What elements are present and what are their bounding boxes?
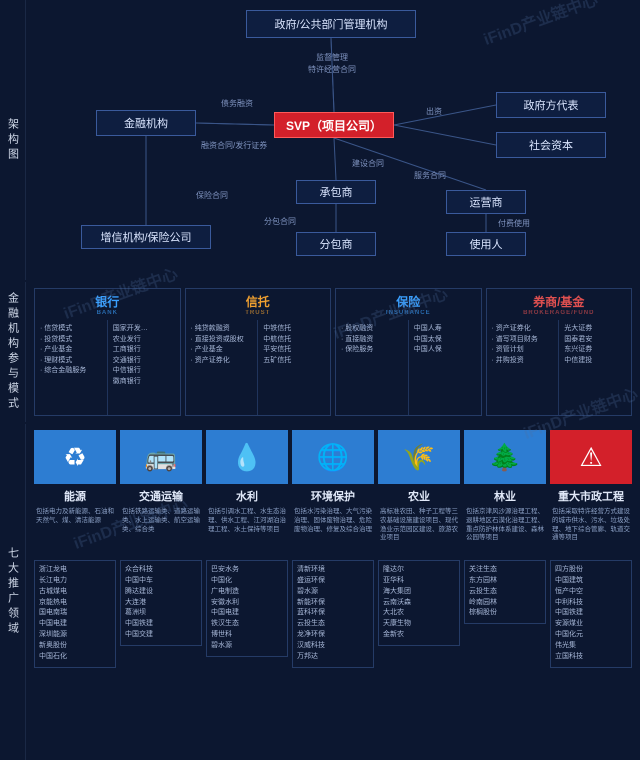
domain-list: 浙江龙电长江电力古城煤电京能热电国电南瑞中国电建深圳能源新奥股份中国石化 [34, 560, 116, 668]
edge-label: 付费使用 [498, 218, 530, 229]
domain-desc: 包括京津风沙源治理工程、退耕地区石漠化治理工程、重点防护林体系建设、森林公园等项… [464, 508, 546, 556]
dom-col-6: ⚠ 重大市政工程包括采取特许经营方式建设的城市供水、污水、垃圾处理、地下综合管廊、… [550, 430, 632, 668]
domain-icon: 🌾 [378, 430, 460, 484]
side-label-fin: 金融机构参与模式 [0, 282, 26, 422]
node-operator: 运营商 [446, 190, 526, 214]
node-contractor: 承包商 [296, 180, 376, 204]
dom-col-3: 🌐 环境保护包括水污染治理、大气污染治理、固体废物治理、危险废物治理、修复及综合治… [292, 430, 374, 668]
domain-icon: ⚠ [550, 430, 632, 484]
dom-col-1: 🚌 交通运输包括铁路运输类、道路运输类、水上运输类、航空运输类、综合类众合科技中国… [120, 430, 202, 668]
domain-title: 环境保护 [292, 488, 374, 504]
node-sub: 分包商 [296, 232, 376, 256]
dom-col-4: 🌾 农业高标准农田、种子工程等三农基础设施建设项目、现代渔业示范园区建设、旅游农业… [378, 430, 460, 668]
domain-title: 农业 [378, 488, 460, 504]
section-domains: 七大推广领域 ♻ 能源包括电力及新能源、石油和天然气、煤、清洁能源浙江龙电长江电力… [0, 424, 640, 760]
domain-title: 林业 [464, 488, 546, 504]
side-label-arch: 架构图 [0, 0, 26, 280]
edge-label: 保险合同 [196, 190, 228, 201]
fin-head: 银行BANK [35, 289, 180, 320]
domain-icon: 🌲 [464, 430, 546, 484]
fin-col-1: 信托TRUST· 纯贷款融资· 直接投资或股权· 产业基金· 资产证券化中铁信托… [185, 288, 332, 416]
side-label-dom: 七大推广领域 [0, 424, 26, 760]
node-svp: SVP（项目公司） [274, 112, 394, 138]
domain-icon: ♻ [34, 430, 116, 484]
edge-label: 建设合同 [352, 158, 384, 169]
fin-col-3: 券商/基金BROKERAGE/FUND· 资产证券化· 谱写项目财务· 资管计划… [486, 288, 633, 416]
domain-desc: 高标准农田、种子工程等三农基础设施建设项目、现代渔业示范园区建设、旅游农业项目 [378, 508, 460, 556]
domain-title: 能源 [34, 488, 116, 504]
edge-label: 分包合同 [264, 216, 296, 227]
dom-col-0: ♻ 能源包括电力及新能源、石油和天然气、煤、清洁能源浙江龙电长江电力古城煤电京能热… [34, 430, 116, 668]
domain-icon: 💧 [206, 430, 288, 484]
domain-icon: 🚌 [120, 430, 202, 484]
domain-desc: 包括引调水工程、水生态治理、供水工程、江河湖泊治理工程、水土保持等项目 [206, 508, 288, 556]
section-architecture: 架构图 政府/公共部门管理机构金融机构 SVP（项目公司） 政府方代表社会资本承包商… [0, 0, 640, 282]
domain-list: 清新环境盛运环保碧水源新能环保蓝科环保云投生态龙净环保汉威科技万邦达 [292, 560, 374, 668]
edge-label: 特许经营合同 [308, 64, 356, 75]
domain-grid: ♻ 能源包括电力及新能源、石油和天然气、煤、清洁能源浙江龙电长江电力古城煤电京能热… [34, 430, 632, 668]
domain-title: 重大市政工程 [550, 488, 632, 504]
domain-desc: 包括铁路运输类、道路运输类、水上运输类、航空运输类、综合类 [120, 508, 202, 556]
fin-col-0: 银行BANK· 信贷模式· 投贷模式· 产业基金· 理财模式· 综合金融服务国家… [34, 288, 181, 416]
dom-col-5: 🌲 林业包括京津风沙源治理工程、退耕地区石漠化治理工程、重点防护林体系建设、森林公… [464, 430, 546, 668]
domain-list: 隆达尔亚华科海大集团云南沃森大北农天康生物金新农 [378, 560, 460, 646]
domain-title: 水利 [206, 488, 288, 504]
node-gov: 政府/公共部门管理机构 [246, 10, 416, 38]
domain-desc: 包括采取特许经营方式建设的城市供水、污水、垃圾处理、地下综合管廊、轨道交通等项目 [550, 508, 632, 556]
domain-title: 交通运输 [120, 488, 202, 504]
domain-desc: 包括电力及新能源、石油和天然气、煤、清洁能源 [34, 508, 116, 556]
fin-head: 保险INSURANCE [336, 289, 481, 320]
domain-list: 四方股份中国建筑恒产中空中利科技中国铁建安源煤业中国化元伟光集立国科技 [550, 560, 632, 668]
domain-list: 众合科技中国中车腾达建设大连港葛洲坝中国铁建中国交建 [120, 560, 202, 646]
node-finOrg: 金融机构 [96, 110, 196, 136]
section-finance: 金融机构参与模式 银行BANK· 信贷模式· 投贷模式· 产业基金· 理财模式·… [0, 282, 640, 424]
domain-list: 关注生态东方园林云投生态岭南园林棕榈股份 [464, 560, 546, 624]
edge-label: 出资 [426, 106, 442, 117]
fin-head: 券商/基金BROKERAGE/FUND [487, 289, 632, 320]
edge-label: 债务融资 [221, 98, 253, 109]
dom-col-2: 💧 水利包括引调水工程、水生态治理、供水工程、江河湖泊治理工程、水土保持等项目巴安… [206, 430, 288, 668]
arch-canvas: 政府/公共部门管理机构金融机构 SVP（项目公司） 政府方代表社会资本承包商增信机构… [26, 0, 640, 280]
edge-label: 融资合同/发行证券 [201, 140, 267, 151]
domain-desc: 包括水污染治理、大气污染治理、固体废物治理、危险废物治理、修复及综合治理 [292, 508, 374, 556]
fin-head: 信托TRUST [186, 289, 331, 320]
edge-label: 服务合同 [414, 170, 446, 181]
node-govRep: 政府方代表 [496, 92, 606, 118]
node-credit: 增信机构/保险公司 [81, 225, 211, 249]
node-socCap: 社会资本 [496, 132, 606, 158]
domain-icon: 🌐 [292, 430, 374, 484]
fin-col-2: 保险INSURANCE· 股权融资· 直接融资· 保险服务中国人寿中国太保中国人… [335, 288, 482, 416]
domain-list: 巴安水务中国化广电制造安徽水利中国电建铁汉生态博世科碧水源 [206, 560, 288, 657]
finance-grid: 银行BANK· 信贷模式· 投贷模式· 产业基金· 理财模式· 综合金融服务国家… [34, 288, 632, 416]
edge-label: 监督管理 [316, 52, 348, 63]
node-user: 使用人 [446, 232, 526, 256]
